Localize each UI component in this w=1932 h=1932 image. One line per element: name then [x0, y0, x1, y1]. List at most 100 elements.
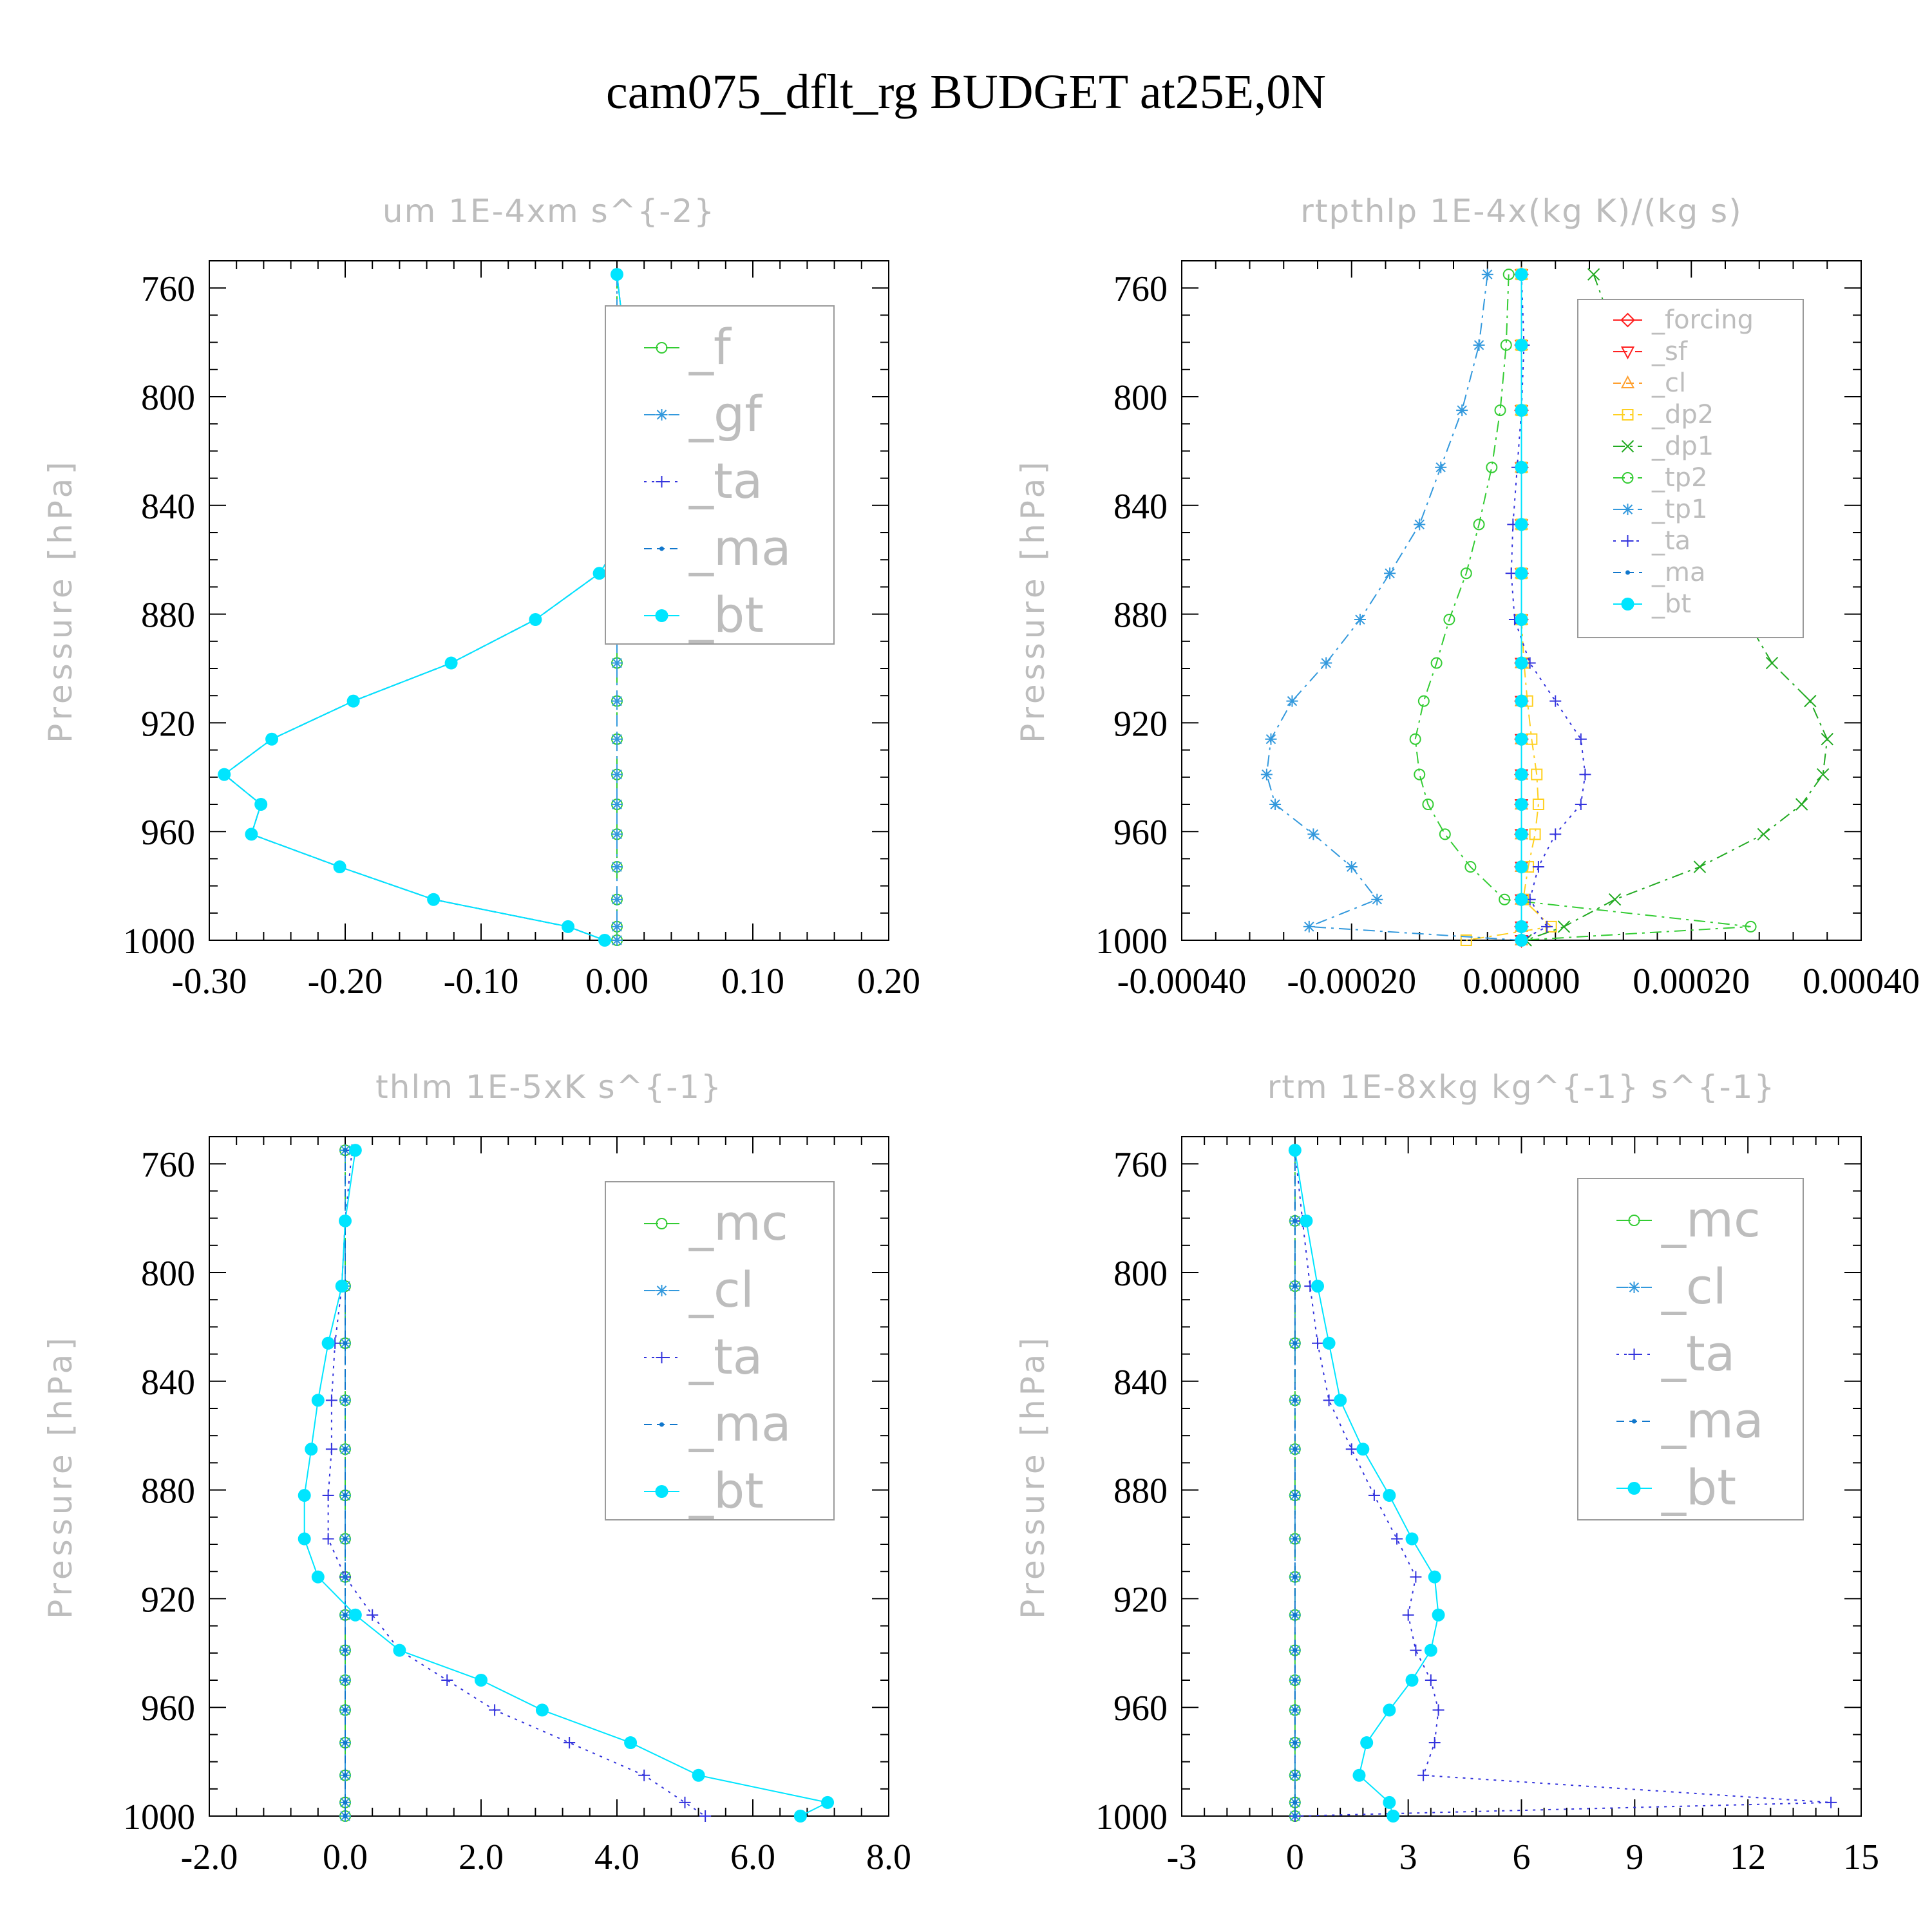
legend-label: _ta: [688, 1328, 762, 1385]
y-tick-label: 880: [1113, 1472, 1168, 1511]
legend-label: _ma: [1661, 1392, 1764, 1449]
legend-entry: _bt: [644, 586, 764, 643]
data-point: [1499, 893, 1511, 905]
data-point: [343, 1537, 348, 1542]
legend-label: _mc: [1661, 1191, 1761, 1248]
data-point: [1323, 1394, 1335, 1406]
data-point: [1500, 339, 1512, 351]
data-point: [1443, 614, 1455, 626]
data-point: [1549, 828, 1562, 840]
data-point: [611, 799, 623, 810]
x-tick-label: 6.0: [730, 1837, 775, 1877]
legend-label: _bt: [1661, 1459, 1736, 1516]
y-tick-label: 840: [1113, 487, 1168, 527]
legend-entry: _f: [644, 318, 732, 375]
data-point: [1293, 1613, 1298, 1618]
legend: _mc _cl _ta _ma _bt: [1577, 1178, 1804, 1520]
data-point: [339, 1214, 352, 1227]
legend-entry: _ma: [1616, 1392, 1764, 1449]
data-point: [343, 1341, 348, 1346]
data-point: [322, 1533, 334, 1545]
x-tick-label: 0.00: [585, 961, 649, 1001]
panel-rtpthlp: rtpthlp 1E-4x(kg K)/(kg s) Pressure [hPa]…: [1014, 193, 1920, 1001]
legend-entry: _mc: [1616, 1191, 1761, 1248]
data-point: [1417, 695, 1430, 707]
data-point: [1432, 1704, 1444, 1716]
data-point: [1414, 518, 1426, 531]
data-point: [1288, 1144, 1302, 1157]
data-point: [1293, 1648, 1298, 1653]
x-tick-label: 9: [1625, 1837, 1643, 1877]
data-point: [611, 657, 623, 669]
legend-marker: [1628, 1282, 1640, 1293]
data-point: [1293, 1446, 1298, 1452]
data-point: [1414, 768, 1426, 781]
legend-entry: _mc: [644, 1194, 788, 1251]
legend-marker: [1621, 440, 1634, 453]
data-point: [1515, 656, 1528, 670]
data-point: [1424, 1643, 1437, 1657]
y-tick-label: 960: [141, 1689, 195, 1728]
legend-entry: _sf: [1613, 337, 1688, 366]
data-point: [1286, 695, 1298, 707]
data-point: [305, 1443, 318, 1456]
data-point: [1529, 828, 1541, 840]
legend-label: _ta: [1651, 526, 1690, 556]
data-point: [265, 732, 279, 746]
data-point: [1368, 1490, 1380, 1502]
data-point: [298, 1532, 311, 1546]
x-tick-label: -0.00040: [1117, 961, 1247, 1001]
y-tick-label: 840: [141, 487, 195, 527]
legend-marker: [656, 1352, 668, 1363]
legend-marker: [1622, 504, 1634, 515]
series-ma: [1293, 1148, 1298, 1819]
data-point: [1515, 268, 1528, 281]
data-point: [311, 1394, 325, 1407]
data-point: [1300, 1214, 1313, 1227]
y-tick-label: 920: [141, 704, 195, 744]
x-tick-label: 8.0: [866, 1837, 911, 1877]
y-tick-label: 960: [1113, 1689, 1168, 1728]
legend-entry: _forcing: [1613, 305, 1754, 335]
legend-entry: _ma: [1613, 558, 1705, 587]
legend-marker: [1621, 598, 1634, 611]
data-point: [1821, 733, 1833, 746]
legend-label: _sf: [1651, 337, 1688, 366]
legend-marker: [655, 609, 668, 622]
x-tick-label: -3: [1167, 1837, 1197, 1877]
data-point: [1307, 828, 1320, 840]
data-point: [441, 1674, 453, 1686]
data-point: [611, 733, 623, 745]
series-bt: [1288, 1144, 1445, 1823]
legend-marker: [1628, 1215, 1640, 1226]
y-tick-label: 920: [1113, 704, 1168, 744]
data-point: [343, 1613, 348, 1618]
data-point: [321, 1336, 335, 1350]
data-point: [346, 694, 360, 708]
data-point: [1587, 268, 1600, 281]
legend-marker: [655, 1485, 668, 1498]
data-point: [1293, 1218, 1298, 1224]
legend-label: _tp1: [1651, 495, 1708, 524]
data-point: [1425, 1674, 1437, 1686]
plot-frame: [209, 1136, 889, 1817]
y-tick-label: 800: [1113, 1254, 1168, 1294]
data-point: [1515, 828, 1528, 841]
data-point: [1460, 567, 1472, 580]
legend-entry: _ta: [1616, 1325, 1735, 1382]
legend-entry: _ma: [644, 1395, 791, 1452]
legend-label: _cl: [1651, 368, 1686, 398]
y-tick-label: 960: [1113, 813, 1168, 853]
x-tick-label: 0.20: [857, 961, 920, 1001]
data-point: [325, 1443, 337, 1455]
data-point: [1464, 861, 1477, 873]
y-tick-label: 760: [1113, 269, 1168, 309]
data-point: [1384, 567, 1396, 580]
data-point: [564, 1737, 576, 1749]
data-point: [254, 798, 268, 811]
y-tick-label: 960: [141, 813, 195, 853]
data-point: [348, 1144, 362, 1157]
x-tick-label: 0.0: [323, 1837, 368, 1877]
data-point: [343, 1678, 348, 1683]
data-point: [1293, 1575, 1298, 1580]
